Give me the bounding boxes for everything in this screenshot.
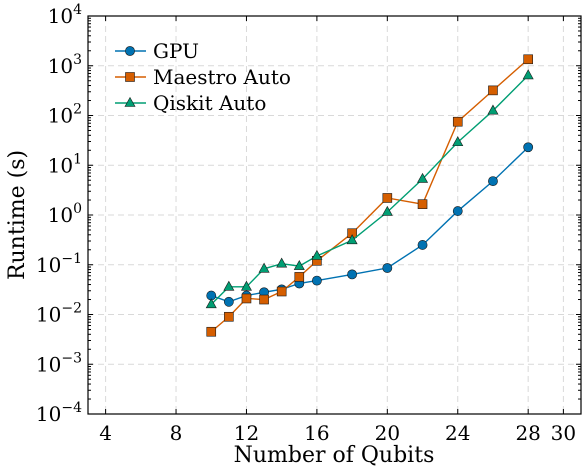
x-tick-label: 16 — [304, 421, 329, 445]
data-point — [417, 240, 428, 250]
y-tick-exponent: 1 — [73, 151, 82, 167]
plot-frame — [87, 15, 582, 415]
y-tick-label: 104 — [48, 2, 82, 28]
y-tick-label: 101 — [48, 151, 82, 177]
data-point — [259, 294, 269, 305]
y-tick-exponent: 4 — [73, 2, 82, 18]
y-tick-exponent: −3 — [61, 350, 82, 366]
data-point — [294, 272, 305, 282]
data-point — [241, 293, 252, 304]
data-point — [523, 54, 533, 65]
data-point — [258, 262, 270, 273]
data-point — [346, 234, 358, 245]
series-maestro-auto — [206, 54, 533, 337]
legend-item: Maestro Auto — [115, 65, 291, 89]
y-tick-mantissa: 10 — [48, 153, 73, 177]
y-tick-mantissa: 10 — [36, 402, 61, 426]
x-tick-label: 24 — [445, 421, 470, 445]
data-point — [205, 298, 217, 309]
y-tick-mantissa: 10 — [36, 303, 61, 327]
axis-ticks: 4 8 12 16 20 24 28 3010−410−310−210−11001011021… — [36, 2, 581, 445]
y-tick-exponent: −1 — [61, 251, 82, 267]
legend-item: GPU — [115, 39, 199, 63]
y-tick-exponent: −2 — [61, 301, 82, 317]
series-gpu — [206, 142, 534, 307]
data-point — [311, 275, 322, 286]
x-tick-label: 8 — [170, 421, 183, 445]
legend-marker — [125, 72, 135, 82]
y-axis-label: Runtime (s) — [5, 150, 30, 280]
y-tick-label: 10−4 — [36, 400, 82, 426]
data-point — [488, 85, 498, 96]
y-tick-mantissa: 10 — [48, 203, 73, 227]
x-axis-label: Number of Qubits — [234, 443, 435, 468]
data-point — [311, 249, 323, 260]
data-point — [276, 286, 287, 297]
data-point — [382, 193, 393, 203]
legend-label: Qiskit Auto — [153, 91, 266, 115]
y-tick-label: 100 — [48, 201, 82, 227]
data-point — [417, 199, 428, 209]
data-point — [417, 172, 429, 183]
data-point — [206, 326, 217, 337]
legend-label: Maestro Auto — [153, 65, 291, 89]
data-point — [522, 69, 534, 80]
y-tick-label: 10−1 — [36, 251, 82, 277]
y-tick-mantissa: 10 — [48, 4, 73, 28]
y-tick-exponent: 2 — [73, 102, 82, 118]
data-point — [487, 104, 499, 115]
x-tick-label: 28 — [515, 421, 540, 445]
y-tick-mantissa: 10 — [36, 352, 61, 376]
x-tick-label: 4 — [99, 421, 112, 445]
legend-marker — [124, 96, 136, 107]
y-tick-exponent: −4 — [61, 400, 82, 416]
x-tick-label: 30 — [551, 421, 576, 445]
data-point — [347, 269, 358, 280]
data-point — [276, 257, 288, 268]
data-point — [523, 142, 534, 153]
y-tick-mantissa: 10 — [48, 104, 73, 128]
y-tick-mantissa: 10 — [36, 253, 61, 277]
series-line — [211, 146, 529, 303]
data-point — [240, 280, 252, 291]
data-point — [293, 259, 305, 270]
data-point — [223, 280, 235, 291]
y-tick-exponent: 3 — [73, 52, 82, 68]
y-tick-label: 10−3 — [36, 350, 82, 376]
y-tick-exponent: 0 — [73, 201, 82, 217]
legend-marker — [125, 46, 135, 56]
data-point — [452, 136, 464, 147]
y-tick-label: 103 — [48, 52, 82, 78]
x-tick-label: 20 — [375, 421, 400, 445]
data-point — [488, 176, 498, 187]
y-tick-mantissa: 10 — [48, 54, 73, 78]
data-point — [223, 296, 234, 307]
y-tick-label: 10−2 — [36, 301, 82, 327]
data-point — [452, 206, 463, 216]
y-tick-label: 102 — [48, 102, 82, 128]
data-point — [452, 116, 463, 127]
data-point — [381, 205, 393, 216]
legend-item: Qiskit Auto — [115, 91, 266, 115]
legend-label: GPU — [153, 39, 199, 63]
x-tick-label: 12 — [234, 421, 259, 445]
series-qiskit-auto — [205, 69, 534, 309]
series-layer — [205, 54, 534, 337]
data-point — [224, 311, 234, 322]
data-point — [382, 263, 393, 273]
